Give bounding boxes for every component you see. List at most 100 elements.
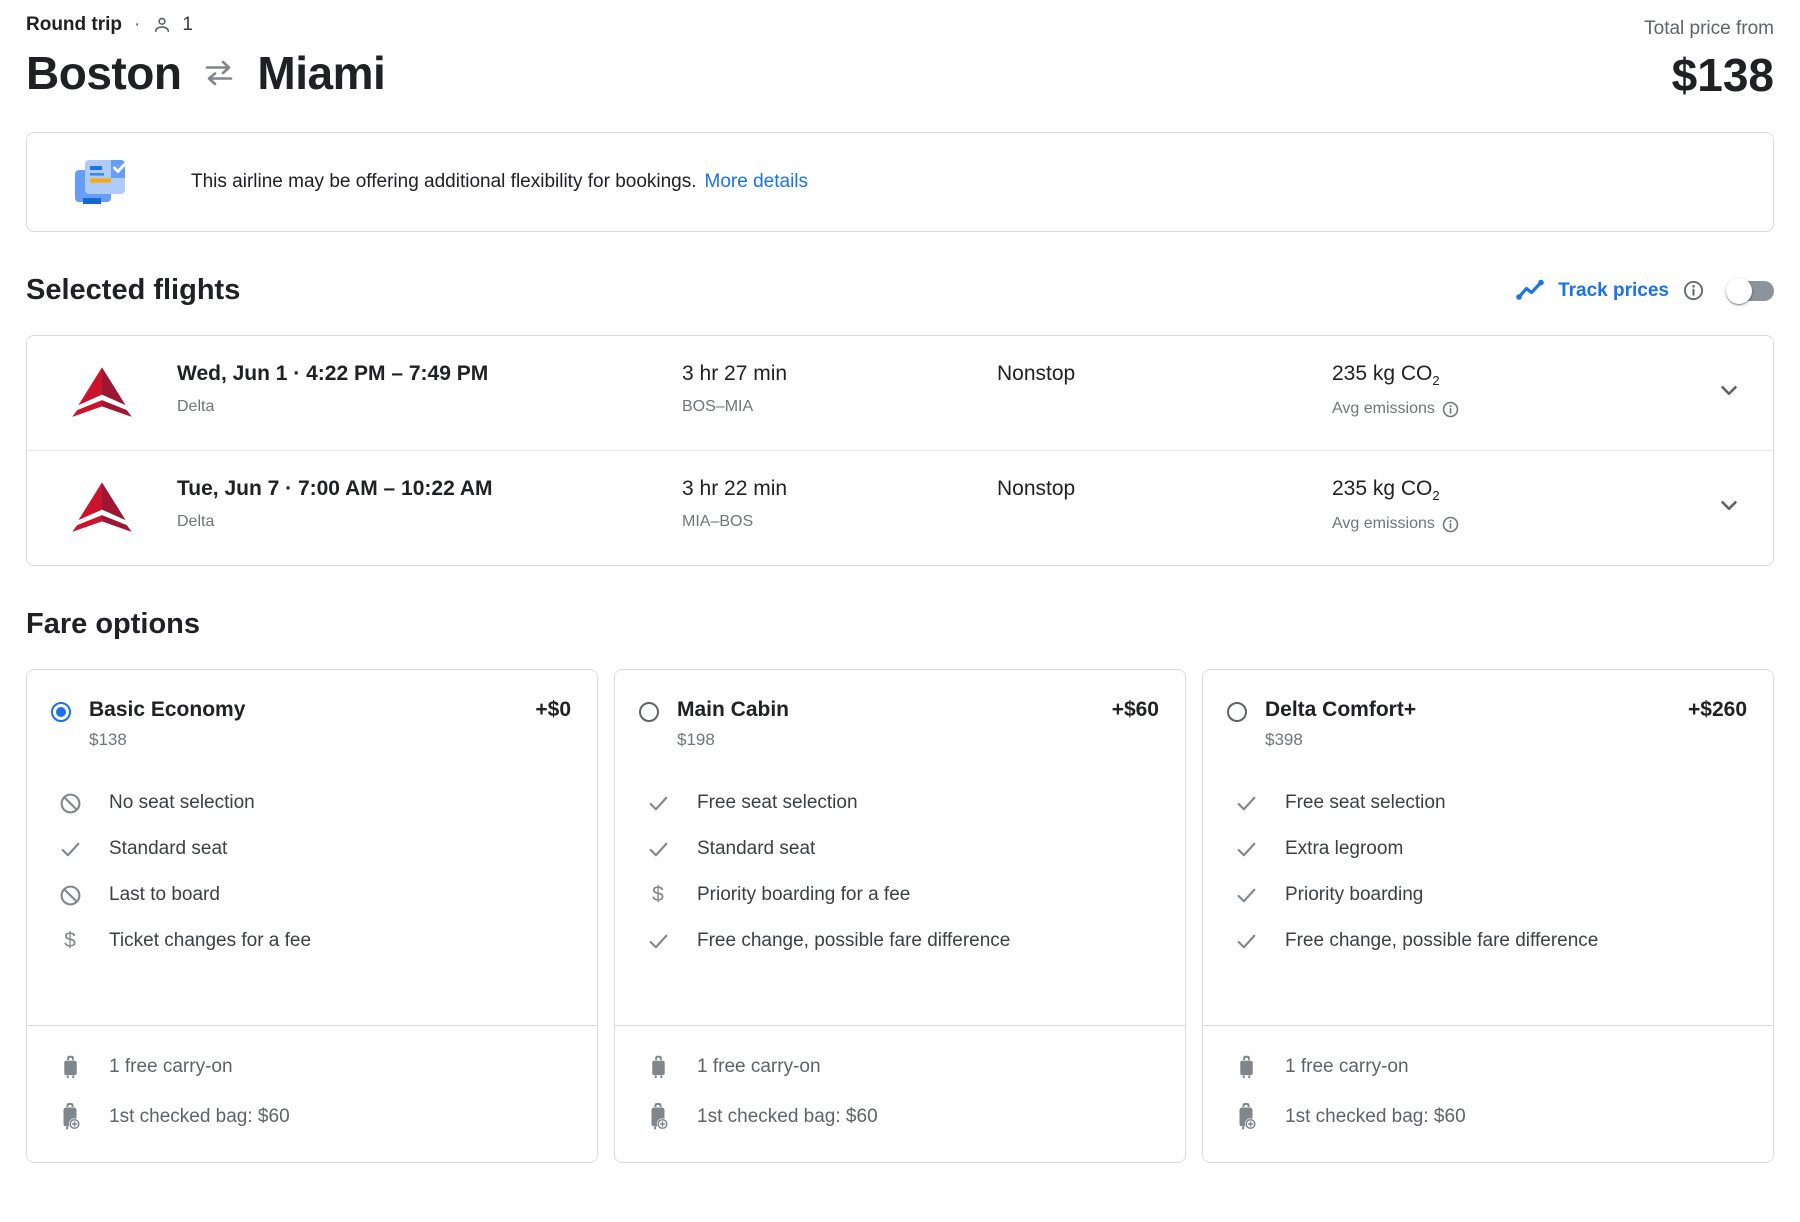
selected-flights-title: Selected flights <box>26 274 241 306</box>
flight-stops-block: Nonstop <box>997 362 1332 418</box>
baggage-row: 1 free carry-on <box>1233 1042 1749 1092</box>
trip-meta: Round trip · 1 <box>26 14 385 36</box>
feature-row: Priority boarding <box>1233 872 1749 918</box>
expand-flight-button[interactable] <box>1685 362 1773 418</box>
baggage-row: 1st checked bag: $60 <box>1233 1092 1749 1142</box>
route-title: Boston Miami <box>26 46 386 100</box>
feature-row: No seat selection <box>57 780 573 826</box>
baggage-row: 1st checked bag: $60 <box>57 1092 573 1142</box>
delta-logo-icon <box>27 362 177 418</box>
flight-route: BOS–MIA <box>682 398 754 415</box>
feature-row: Free change, possible fare difference <box>645 918 1161 964</box>
feature-row: Extra legroom <box>1233 826 1749 872</box>
flight-stops-block: Nonstop <box>997 477 1332 533</box>
carry-on-bag-icon <box>645 1054 671 1080</box>
baggage-row: 1 free carry-on <box>645 1042 1161 1092</box>
flight-row-return[interactable]: Tue, Jun 7 · 7:00 AM – 10:22 AM Delta 3 … <box>27 450 1773 565</box>
origin-city: Boston <box>26 47 182 99</box>
radio-selected[interactable] <box>51 702 71 723</box>
check-icon <box>645 792 671 815</box>
track-prices-toggle[interactable] <box>1726 277 1774 304</box>
fare-card-delta-comfort-plus: Delta Comfort+ +$260 $398 Free seat sele… <box>1202 669 1774 1164</box>
feature-row: Free seat selection <box>1233 780 1749 826</box>
check-icon <box>645 930 671 953</box>
check-icon <box>1233 792 1259 815</box>
flight-stops: Nonstop <box>997 477 1076 501</box>
feature-row: Free seat selection <box>645 780 1161 826</box>
info-icon[interactable] <box>1442 516 1459 533</box>
flight-emissions-block: 235 kg CO2 Avg emissions <box>1332 362 1685 418</box>
fare-price-delta: +$260 <box>1688 698 1747 722</box>
fare-name: Main Cabin <box>677 698 790 722</box>
feature-row: Last to board <box>57 872 573 918</box>
fare-price-delta: +$0 <box>535 698 571 722</box>
fare-card-header[interactable]: Basic Economy +$0 $138 <box>27 670 597 750</box>
info-icon[interactable] <box>1442 401 1459 418</box>
carry-on-bag-icon <box>57 1054 83 1080</box>
baggage-row: 1 free carry-on <box>57 1042 573 1092</box>
check-icon <box>1233 838 1259 861</box>
track-prices-control: Track prices <box>1516 277 1774 304</box>
selected-flights-header: Selected flights Track prices <box>26 274 1774 307</box>
selected-flights-card: Wed, Jun 1 · 4:22 PM – 7:49 PM Delta 3 h… <box>26 335 1774 567</box>
checked-bag-icon <box>57 1103 83 1131</box>
feature-row: $ Ticket changes for a fee <box>57 918 573 964</box>
fare-features: Free seat selection Standard seat $ Prio… <box>615 750 1185 1025</box>
flight-row-outbound[interactable]: Wed, Jun 1 · 4:22 PM – 7:49 PM Delta 3 h… <box>27 336 1773 450</box>
flight-duration: 3 hr 22 min <box>682 477 788 501</box>
radio-unselected[interactable] <box>1227 702 1247 723</box>
baggage-section: 1 free carry-on <box>27 1025 597 1162</box>
blocked-icon <box>57 792 83 815</box>
co2-value: 235 kg CO2 <box>1332 477 1440 504</box>
carry-on-bag-icon <box>1233 1054 1259 1080</box>
flight-datetime-block: Wed, Jun 1 · 4:22 PM – 7:49 PM Delta <box>177 362 682 418</box>
page-header: Round trip · 1 Boston <box>26 14 1774 102</box>
flight-duration-block: 3 hr 27 min BOS–MIA <box>682 362 997 418</box>
check-icon <box>1233 930 1259 953</box>
track-prices-label[interactable]: Track prices <box>1558 279 1669 301</box>
more-details-link[interactable]: More details <box>704 171 809 192</box>
feature-row: Free change, possible fare difference <box>1233 918 1749 964</box>
flight-date-times: Tue, Jun 7 · 7:00 AM – 10:22 AM <box>177 477 493 501</box>
flexibility-banner: This airline may be offering additional … <box>26 132 1774 232</box>
fare-base-price: $398 <box>1265 730 1303 750</box>
checked-bag-icon <box>1233 1103 1259 1131</box>
airline-name: Delta <box>177 513 215 531</box>
trip-type-label: Round trip <box>26 14 123 35</box>
fare-card-header[interactable]: Main Cabin +$60 $198 <box>615 670 1185 750</box>
fare-card-header[interactable]: Delta Comfort+ +$260 $398 <box>1203 670 1773 750</box>
fare-features: Free seat selection Extra legroom Priori… <box>1203 750 1773 1025</box>
feature-row: Standard seat <box>57 826 573 872</box>
info-icon[interactable] <box>1683 280 1704 301</box>
emissions-note: Avg emissions <box>1332 400 1685 418</box>
fare-features: No seat selection Standard seat Last to … <box>27 750 597 1025</box>
destination-city: Miami <box>257 47 386 99</box>
flight-stops: Nonstop <box>997 362 1076 385</box>
expand-flight-button[interactable] <box>1685 477 1773 533</box>
fare-options-header: Fare options <box>26 608 1774 641</box>
header-right: Total price from $138 <box>1644 14 1774 102</box>
blocked-icon <box>57 884 83 907</box>
flexible-ticket-icon <box>71 154 135 210</box>
total-price-value: $138 <box>1671 49 1774 101</box>
fare-options-title: Fare options <box>26 608 201 641</box>
flight-date-times: Wed, Jun 1 · 4:22 PM – 7:49 PM <box>177 362 489 385</box>
flight-route: MIA–BOS <box>682 513 754 531</box>
fare-price-delta: +$60 <box>1111 698 1159 722</box>
flight-booking-page: Round trip · 1 Boston <box>26 14 1774 1164</box>
flight-duration-block: 3 hr 22 min MIA–BOS <box>682 477 997 533</box>
flight-datetime-block: Tue, Jun 7 · 7:00 AM – 10:22 AM Delta <box>177 477 682 533</box>
feature-row: $ Priority boarding for a fee <box>645 872 1161 918</box>
co2-value: 235 kg CO2 <box>1332 362 1440 389</box>
baggage-row: 1st checked bag: $60 <box>645 1092 1161 1142</box>
radio-unselected[interactable] <box>639 702 659 723</box>
delta-logo-icon <box>27 477 177 533</box>
fare-base-price: $198 <box>677 730 715 750</box>
fare-card-basic-economy: Basic Economy +$0 $138 No seat selection <box>26 669 598 1164</box>
passenger-icon <box>152 15 172 35</box>
flight-emissions-block: 235 kg CO2 Avg emissions <box>1332 477 1685 533</box>
chevron-down-icon <box>1715 491 1743 519</box>
fare-base-price: $138 <box>89 730 127 750</box>
feature-row: Standard seat <box>645 826 1161 872</box>
toggle-knob <box>1726 277 1752 304</box>
